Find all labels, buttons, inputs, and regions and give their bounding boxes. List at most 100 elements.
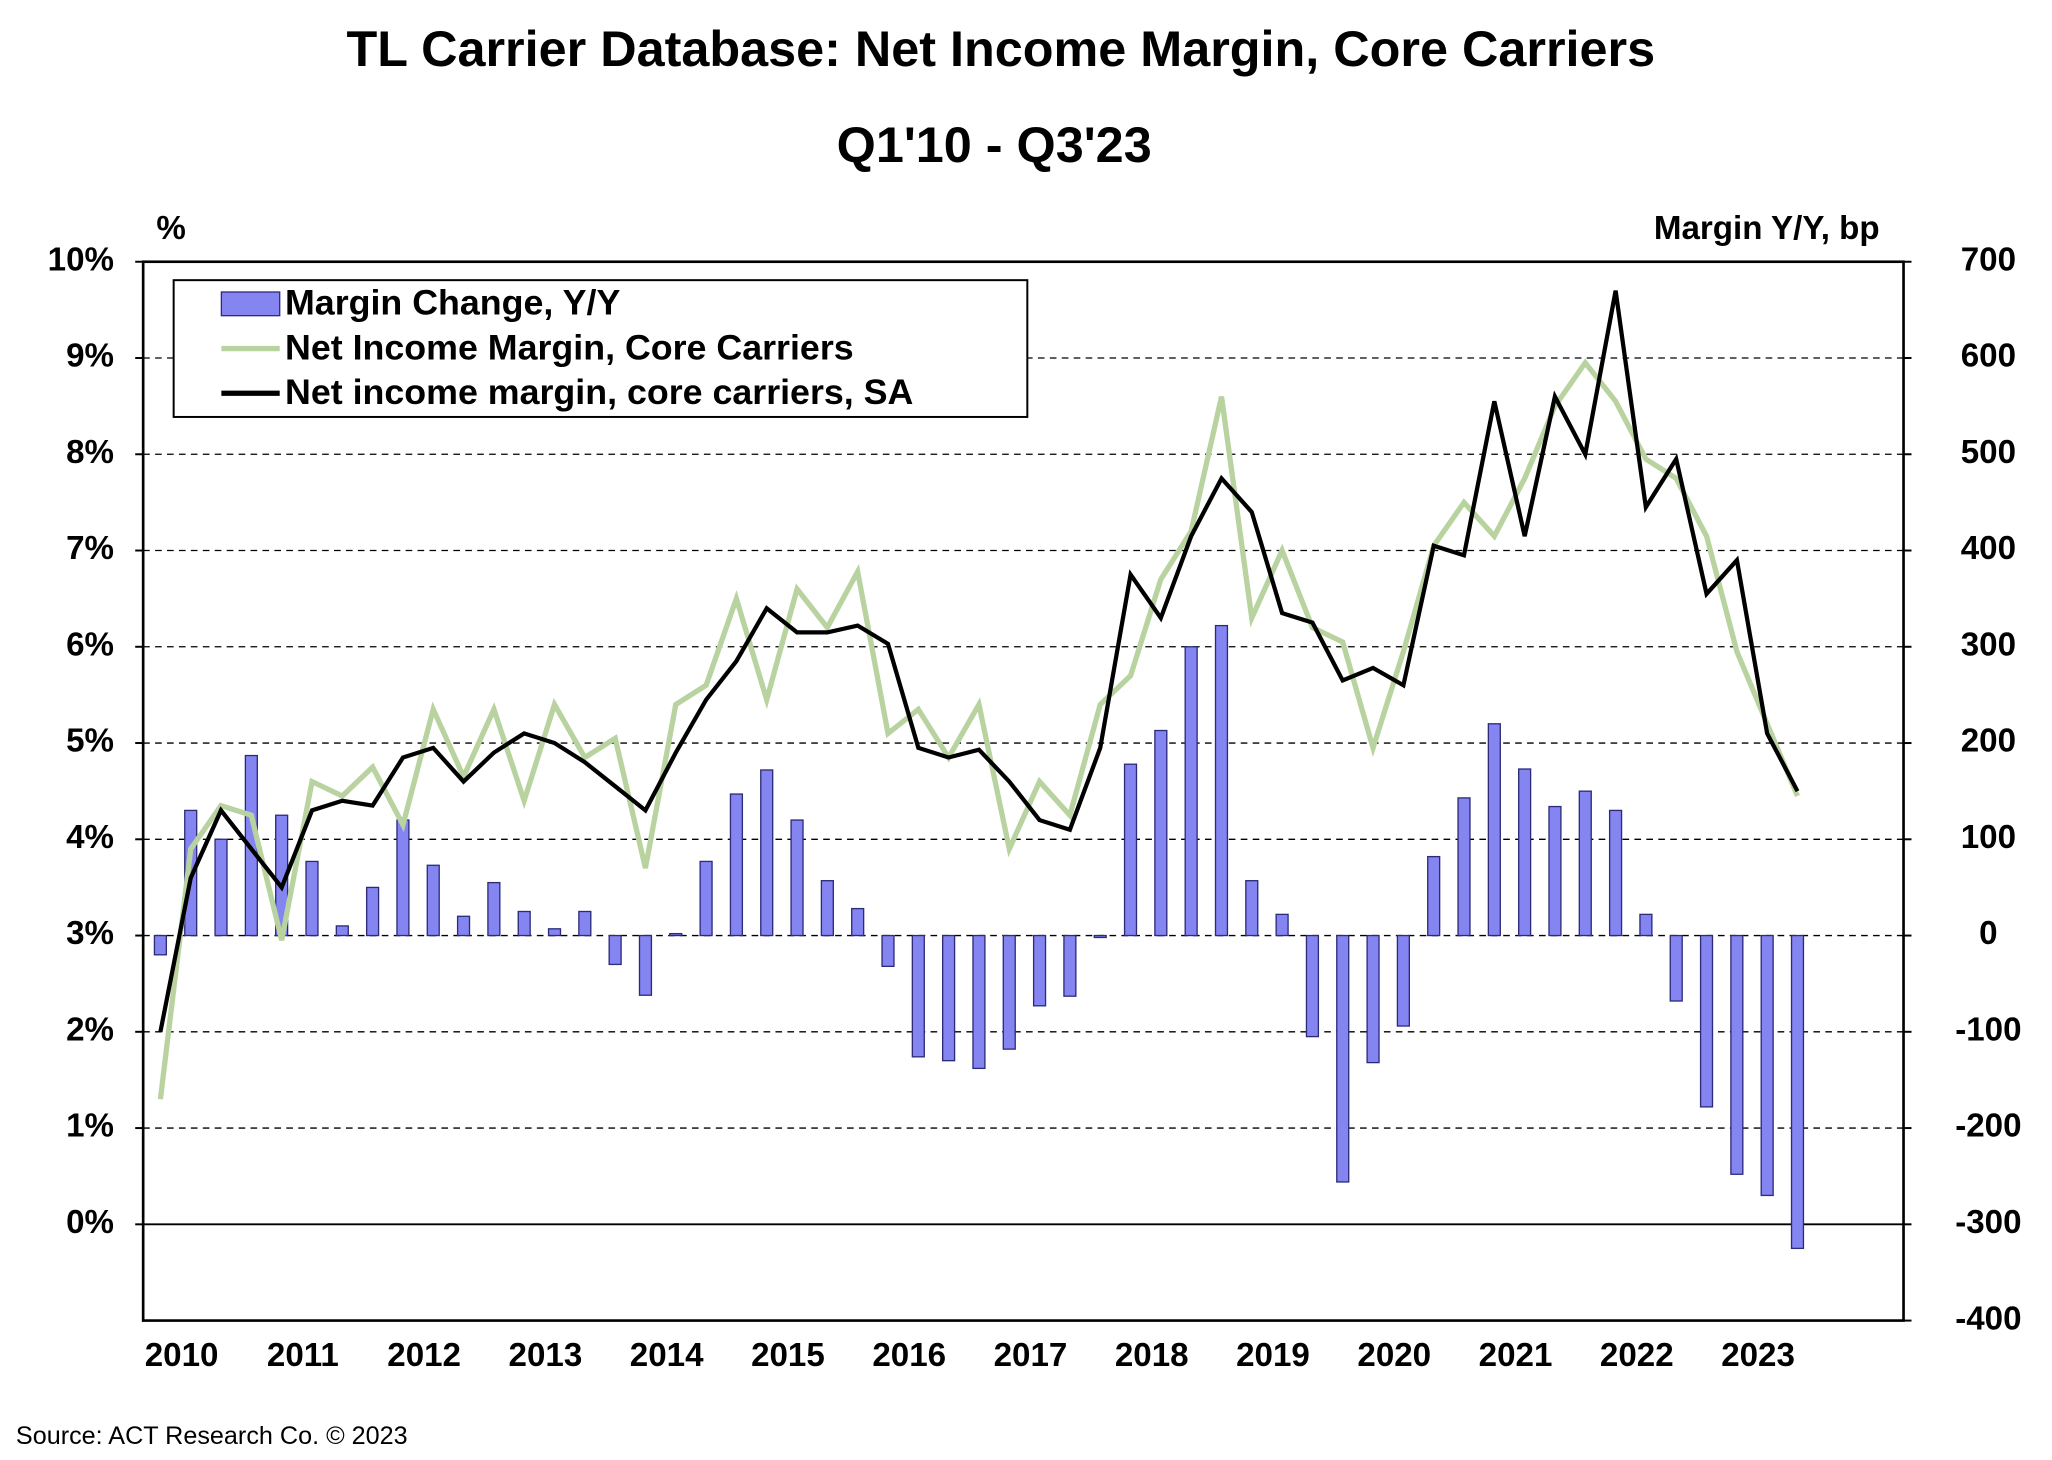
y2-tick-label: 300 (1961, 626, 2016, 663)
bar (669, 932, 683, 937)
legend-box (172, 279, 1029, 418)
bar (1093, 934, 1107, 939)
y2-tick-label: 100 (1961, 818, 2016, 855)
bar (1760, 934, 1774, 1197)
bar (911, 934, 925, 1058)
y-tick-label: 1% (66, 1107, 114, 1144)
bar (941, 934, 956, 1062)
bar (881, 934, 895, 968)
y2-tick-label: -400 (1955, 1299, 2021, 1336)
x-tick-label: 2016 (872, 1336, 946, 1373)
bar (1214, 624, 1229, 937)
bar (1154, 729, 1168, 937)
y2-tick-label: -200 (1955, 1107, 2021, 1144)
bar (517, 910, 531, 937)
bar (1608, 809, 1623, 937)
bar (1336, 934, 1350, 1183)
bar (456, 915, 471, 937)
y2-axis-label: Margin Y/Y, bp (1654, 209, 1880, 246)
x-tick-label: 2017 (994, 1336, 1068, 1373)
x-tick-label: 2018 (1115, 1336, 1189, 1373)
y2-tick-label: 0 (1979, 914, 1997, 951)
x-tick-label: 2011 (267, 1336, 339, 1373)
x-tick-label: 2022 (1600, 1336, 1674, 1373)
y2-tick-label: 700 (1961, 241, 2016, 278)
bar (1184, 646, 1198, 937)
y-tick-label: 7% (66, 529, 114, 566)
y-axis-label: % (156, 209, 185, 246)
bar (790, 819, 804, 937)
y-tick-label: 5% (66, 722, 114, 759)
bar (335, 925, 349, 937)
bar (487, 881, 501, 937)
bar (1639, 913, 1653, 937)
bar (699, 860, 713, 937)
plot-frame (141, 260, 1905, 1322)
x-tick-label: 2010 (145, 1336, 219, 1373)
bar (1487, 723, 1501, 937)
bar (1457, 797, 1471, 937)
y-tick-label: 2% (66, 1011, 114, 1048)
y-tick-label: 8% (66, 433, 114, 470)
bar (1427, 855, 1441, 937)
x-tick-label: 2020 (1357, 1336, 1431, 1373)
bar (729, 793, 744, 937)
chart-subtitle: Q1'10 - Q3'23 (837, 117, 1152, 173)
legend-swatch (220, 291, 281, 317)
legend-label: Margin Change, Y/Y (285, 283, 621, 323)
bar (638, 934, 653, 996)
bars (153, 624, 1805, 1250)
bar (1032, 934, 1047, 1007)
bar (1275, 913, 1289, 937)
bar (1245, 880, 1259, 937)
bar (578, 910, 592, 937)
y2-tick-label: -100 (1955, 1011, 2021, 1048)
bar (426, 864, 440, 937)
grid (143, 261, 1904, 1226)
bar (365, 886, 380, 937)
y2-tick-label: 500 (1961, 433, 2016, 470)
bar (1123, 763, 1138, 937)
bar (760, 769, 774, 937)
bar (820, 880, 834, 937)
line-series (157, 358, 1800, 1100)
bar (547, 928, 562, 937)
bar (1548, 805, 1562, 937)
bar (153, 934, 168, 956)
x-tick-label: 2013 (509, 1336, 583, 1373)
y-tick-label: 3% (66, 914, 114, 951)
x-tick-label: 2021 (1479, 1336, 1553, 1373)
lines (157, 290, 1800, 1100)
bar (1578, 790, 1592, 937)
y2-tick-label: -300 (1955, 1203, 2021, 1240)
bar (1790, 934, 1805, 1250)
bar (1699, 934, 1714, 1108)
bar (608, 934, 622, 966)
source-note: Source: ACT Research Co. © 2023 (16, 1422, 408, 1450)
y2-tick-label: 400 (1961, 529, 2016, 566)
x-tick-label: 2019 (1236, 1336, 1310, 1373)
bar (1730, 934, 1744, 1175)
bar (972, 934, 986, 1070)
legend-label: Net income margin, core carriers, SA (285, 372, 913, 412)
bar (396, 819, 410, 937)
x-tick-label: 2012 (387, 1336, 461, 1373)
y2-tick-label: 600 (1961, 337, 2016, 374)
y-tick-label: 10% (48, 241, 114, 278)
bar (1063, 934, 1077, 997)
bar (851, 907, 865, 937)
x-tick-label: 2023 (1721, 1336, 1795, 1373)
bar (305, 860, 319, 937)
y-tick-label: 4% (66, 818, 114, 855)
x-tick-label: 2015 (751, 1336, 825, 1373)
y-tick-label: 0% (66, 1203, 114, 1240)
bar (214, 838, 228, 937)
y-tick-label: 6% (66, 626, 114, 663)
bar (1002, 934, 1016, 1050)
bar (1396, 934, 1411, 1027)
line-series (158, 290, 1800, 1033)
legend-label: Net Income Margin, Core Carriers (285, 327, 854, 367)
bar (1518, 768, 1532, 937)
